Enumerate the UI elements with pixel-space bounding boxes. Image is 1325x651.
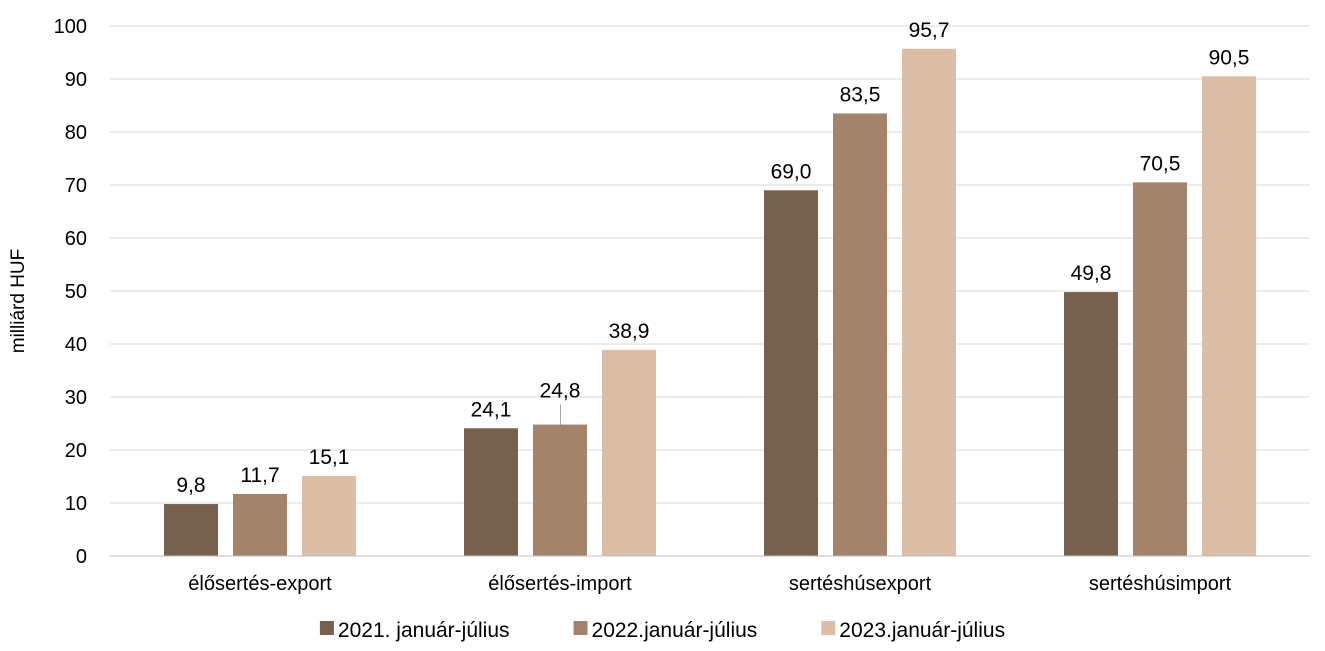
- gridlines: [110, 25, 1310, 504]
- data-label-2-1: 24,1: [471, 398, 512, 421]
- legend-label: 2023.január-július: [839, 619, 1005, 642]
- legend-label: 2021. január-július: [338, 619, 510, 642]
- y-tick-label: 30: [65, 387, 87, 409]
- x-axis-categories: élősertés-export élősertés-import sertéshú…: [188, 573, 1231, 595]
- data-labels: 9,8 11,7 15,1 24,1 24,8 38,9 69,0 83,5 95,7 49,8 7…: [176, 19, 1249, 497]
- x-category-label: sertéshúsexport: [789, 573, 932, 595]
- bars: [164, 48, 1256, 557]
- x-category-label: sertéshúsimport: [1089, 573, 1232, 595]
- y-tick-label: 0: [76, 546, 87, 568]
- legend-swatch-1: [319, 621, 334, 635]
- bar-1-3: [302, 475, 356, 556]
- data-label-3-3: 95,7: [909, 19, 950, 42]
- bar-2-3: [602, 349, 656, 556]
- legend: 2021. január-július 2022.január-július 202…: [319, 619, 1005, 642]
- y-tick-label: 20: [65, 440, 87, 462]
- bar-4-3: [1202, 76, 1256, 556]
- bar-1-2: [233, 493, 287, 556]
- y-tick-label: 60: [65, 228, 87, 250]
- y-tick-label: 80: [65, 122, 87, 144]
- data-label-1-3: 15,1: [309, 446, 350, 469]
- y-tick-label: 100: [54, 16, 87, 38]
- data-label-2-2: 24,8: [540, 380, 581, 403]
- bar-2-2: [533, 424, 587, 556]
- legend-swatch-3: [821, 621, 836, 635]
- bar-3-3: [902, 48, 956, 556]
- bar-3-2: [833, 113, 887, 556]
- data-label-3-1: 69,0: [771, 160, 812, 183]
- y-tick-label: 70: [65, 175, 87, 197]
- bar-3-1: [764, 190, 818, 557]
- y-tick-label: 40: [65, 334, 87, 356]
- data-label-1-1: 9,8: [176, 474, 205, 497]
- data-label-2-3: 38,9: [609, 320, 650, 343]
- data-label-1-2: 11,7: [240, 464, 279, 487]
- bar-4-2: [1133, 182, 1187, 556]
- data-label-4-2: 70,5: [1140, 152, 1181, 175]
- x-category-label: élősertés-import: [488, 573, 632, 595]
- legend-swatch-2: [573, 621, 588, 635]
- legend-label: 2022.január-július: [592, 619, 758, 642]
- y-tick-label: 50: [65, 281, 87, 303]
- y-axis-title: milliárd HUF: [8, 249, 29, 354]
- y-tick-label: 10: [65, 493, 87, 515]
- y-axis-ticks: 0 10 20 30 40 50 60 70 80 90 100: [54, 16, 87, 568]
- bar-2-1: [464, 428, 518, 556]
- bar-1-1: [164, 504, 218, 556]
- data-label-3-2: 83,5: [840, 83, 881, 106]
- data-label-4-1: 49,8: [1071, 262, 1112, 285]
- y-tick-label: 90: [65, 69, 87, 91]
- bar-4-1: [1064, 292, 1118, 556]
- data-label-4-3: 90,5: [1209, 46, 1250, 69]
- x-category-label: élősertés-export: [188, 573, 332, 595]
